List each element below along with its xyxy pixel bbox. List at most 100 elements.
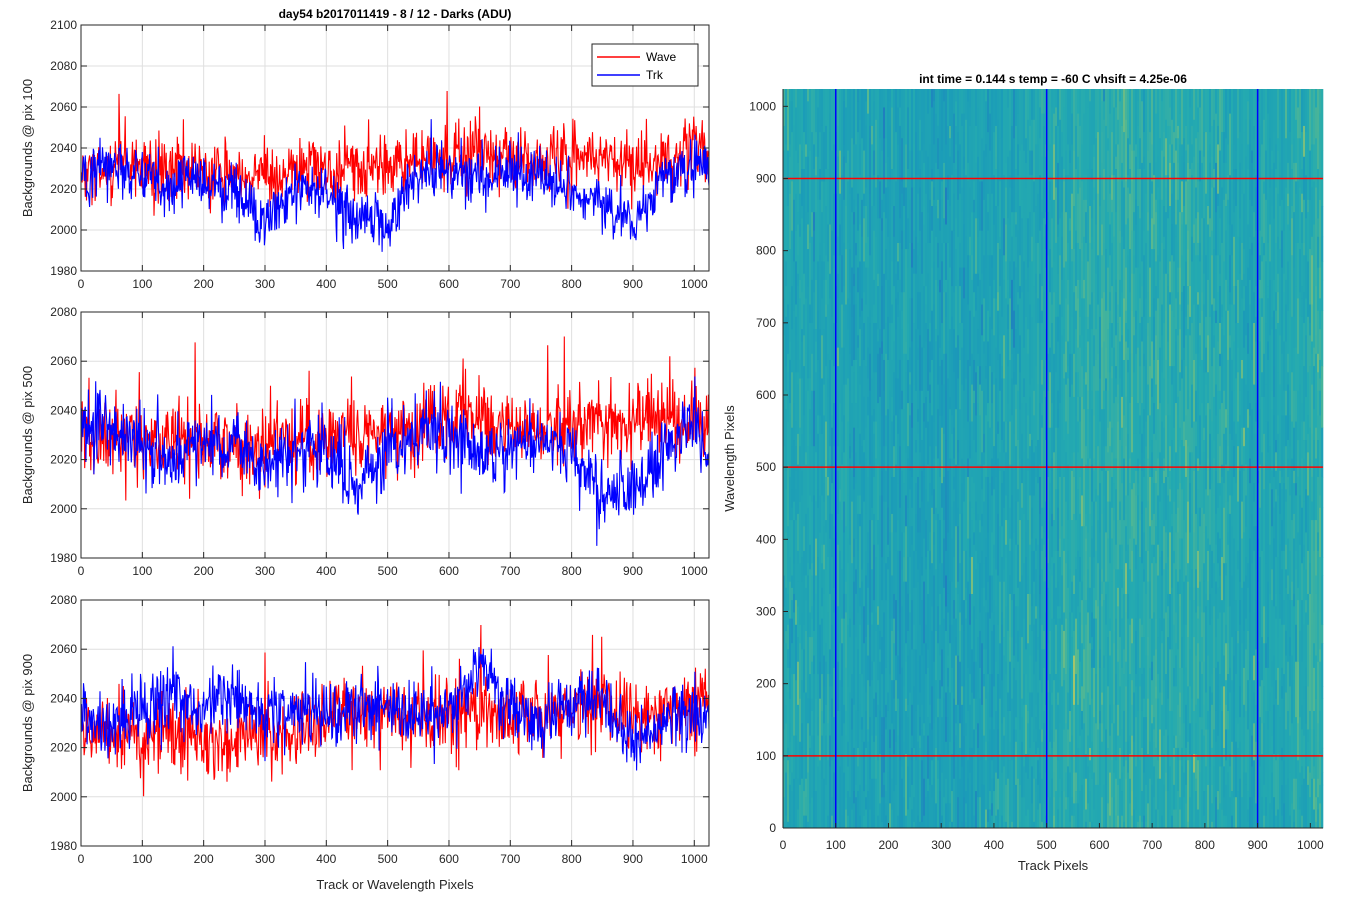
heatmap-cell bbox=[1227, 470, 1230, 502]
heatmap-cell bbox=[795, 316, 798, 336]
heatmap-cell bbox=[999, 249, 1002, 287]
heatmap-cell bbox=[859, 526, 862, 589]
heatmap-cell bbox=[1151, 181, 1154, 194]
heatmap-cell bbox=[1239, 310, 1242, 330]
heatmap-cell bbox=[1055, 107, 1058, 127]
heatmap-cell bbox=[1233, 390, 1236, 422]
heatmap-cell bbox=[939, 624, 942, 656]
heatmap-cell bbox=[1057, 581, 1060, 607]
heatmap-cell bbox=[833, 89, 836, 145]
heatmap-cell bbox=[1223, 815, 1226, 829]
heatmap-cell bbox=[1127, 618, 1130, 681]
heatmap-cell bbox=[1187, 501, 1190, 564]
heatmap-cell bbox=[1157, 741, 1160, 761]
heatmap-cell bbox=[933, 261, 936, 305]
heatmap-cell bbox=[1103, 446, 1106, 496]
heatmap-cell bbox=[1083, 236, 1086, 281]
heatmap-cell bbox=[1239, 162, 1242, 219]
heatmap-cell bbox=[945, 778, 948, 804]
heatmap-cell bbox=[1217, 791, 1220, 810]
heatmap-cell bbox=[1145, 655, 1148, 718]
heatmap-cell bbox=[847, 778, 850, 792]
heatmap-cell bbox=[985, 206, 988, 268]
heatmap-cell bbox=[955, 526, 958, 589]
heatmap-cell bbox=[1035, 717, 1038, 730]
heatmap-cell bbox=[973, 440, 976, 484]
heatmap-cell bbox=[1191, 89, 1194, 127]
heatmap-cell bbox=[1197, 809, 1200, 829]
heatmap-cell bbox=[933, 575, 936, 632]
heatmap-cell bbox=[983, 298, 986, 330]
heatmap-cell bbox=[995, 433, 998, 465]
heatmap-cell bbox=[1093, 587, 1096, 619]
heatmap-cell bbox=[1157, 495, 1160, 521]
heatmap-cell bbox=[935, 378, 938, 422]
heatmap-cell bbox=[1121, 815, 1124, 829]
heatmap-cell bbox=[1081, 458, 1084, 496]
heatmap-cell bbox=[1143, 427, 1146, 459]
heatmap-cell bbox=[1133, 212, 1136, 231]
heatmap-cell bbox=[1047, 680, 1050, 693]
heatmap-cell bbox=[1129, 169, 1132, 194]
heatmap-cell bbox=[1229, 335, 1232, 348]
heatmap-cell bbox=[1117, 119, 1120, 145]
heatmap-cell bbox=[1245, 464, 1248, 496]
heatmap-cell bbox=[853, 372, 856, 428]
heatmap-cell bbox=[895, 532, 898, 552]
heatmap-cell bbox=[987, 476, 990, 533]
heatmap-cell bbox=[801, 557, 804, 582]
heatmap-cell bbox=[937, 267, 940, 287]
heatmap-cell bbox=[873, 206, 876, 231]
heatmap-cell bbox=[1075, 772, 1078, 792]
heatmap-cell bbox=[791, 181, 794, 231]
heatmap-cell bbox=[1177, 747, 1180, 761]
heatmap-cell bbox=[793, 323, 796, 361]
heatmap-cell bbox=[1081, 526, 1084, 582]
heatmap-cell bbox=[987, 821, 990, 829]
heatmap-cell bbox=[821, 212, 824, 225]
heatmap-cell bbox=[859, 513, 862, 527]
heatmap-cell bbox=[1233, 212, 1236, 238]
heatmap-cell bbox=[783, 643, 786, 681]
heatmap-cell bbox=[1033, 212, 1036, 262]
heatmap-cell bbox=[1133, 809, 1136, 829]
heatmap-cell bbox=[1211, 692, 1214, 706]
heatmap-cell bbox=[1121, 236, 1124, 293]
heatmap-cell bbox=[1007, 710, 1010, 761]
heatmap-cell bbox=[1173, 316, 1176, 367]
heatmap-cell bbox=[831, 427, 834, 484]
heatmap-cell bbox=[895, 298, 898, 330]
heatmap-cell bbox=[1181, 89, 1184, 145]
heatmap-cell bbox=[1049, 292, 1052, 348]
heatmap-cell bbox=[1007, 692, 1010, 712]
heatmap-cell bbox=[1141, 403, 1144, 435]
heatmap-cell bbox=[1009, 150, 1012, 176]
heatmap-cell bbox=[1015, 741, 1018, 786]
heatmap-cell bbox=[855, 593, 858, 638]
heatmap-cell bbox=[891, 618, 894, 632]
heatmap-cell bbox=[1201, 674, 1204, 718]
heatmap-cell bbox=[829, 464, 832, 496]
heatmap-cell bbox=[817, 821, 820, 829]
heatmap-cell bbox=[1041, 427, 1044, 447]
heatmap-cell bbox=[863, 452, 866, 502]
heatmap-cell bbox=[941, 483, 944, 509]
heatmap-cell bbox=[877, 353, 880, 404]
heatmap-cell bbox=[1215, 667, 1218, 712]
heatmap-cell bbox=[1107, 427, 1110, 453]
heatmap-cell bbox=[1199, 661, 1202, 718]
heatmap-cell bbox=[1023, 150, 1026, 213]
series-line-trk bbox=[81, 646, 709, 771]
heatmap-cell bbox=[815, 175, 818, 213]
heatmap-cell bbox=[1067, 729, 1070, 767]
heatmap-cell bbox=[1077, 421, 1080, 453]
heatmap-cell bbox=[1117, 606, 1120, 650]
heatmap-cell bbox=[1135, 630, 1138, 675]
heatmap-cell bbox=[1049, 347, 1052, 373]
heatmap-cell bbox=[833, 612, 836, 638]
heatmap-cell bbox=[1065, 772, 1068, 798]
heatmap-cell bbox=[905, 187, 908, 201]
heatmap-cell bbox=[1235, 206, 1238, 231]
heatmap-cell bbox=[967, 476, 970, 539]
heatmap-cell bbox=[907, 249, 910, 268]
